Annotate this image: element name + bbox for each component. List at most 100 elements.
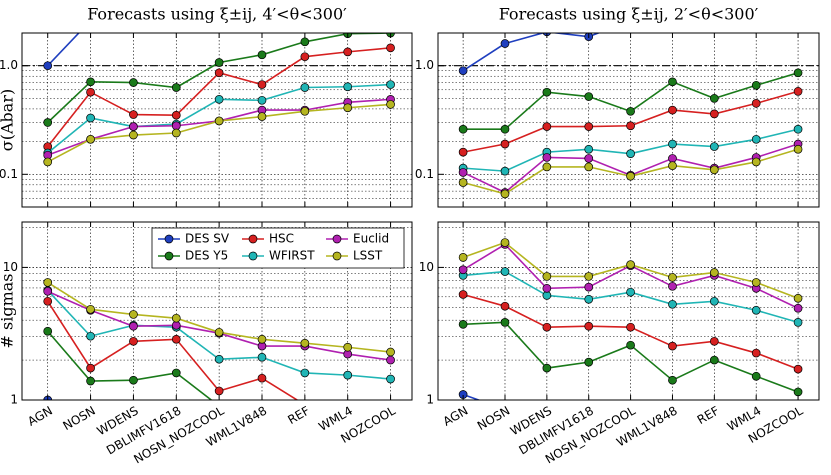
panel-title: Forecasts using ξ±ij, 2′<θ<300′: [499, 5, 759, 24]
point: [584, 321, 594, 331]
point: [171, 334, 181, 344]
point: [584, 282, 594, 292]
point: [542, 272, 552, 281]
point: [257, 80, 267, 89]
point: [300, 83, 310, 92]
point: [793, 68, 803, 78]
point: [386, 80, 395, 89]
point: [668, 154, 677, 163]
legend-marker: [248, 251, 258, 261]
point: [751, 278, 761, 287]
point: [584, 144, 594, 154]
point: [584, 294, 594, 304]
point: [668, 341, 677, 351]
point: [793, 318, 803, 327]
point: [43, 326, 53, 336]
point: [458, 253, 468, 262]
point: [751, 305, 761, 315]
point: [171, 313, 181, 323]
point: [709, 296, 719, 306]
y-tick-label: 10: [3, 260, 18, 274]
point: [129, 122, 138, 131]
point: [43, 157, 53, 167]
point: [709, 94, 719, 103]
point: [793, 364, 803, 374]
point: [751, 348, 761, 358]
point: [214, 327, 224, 337]
point: [751, 99, 761, 108]
point: [257, 50, 267, 60]
point: [214, 354, 224, 364]
point: [129, 110, 138, 119]
point: [668, 77, 677, 87]
point: [214, 94, 224, 104]
point: [43, 278, 53, 287]
y-tick-label: 10: [419, 260, 434, 274]
point: [751, 80, 761, 90]
axes-frame: [21, 32, 413, 208]
point: [86, 87, 95, 97]
y-tick-label: 0.1: [415, 167, 434, 181]
point: [300, 106, 310, 116]
point: [86, 376, 95, 386]
point: [626, 149, 635, 158]
point: [458, 290, 468, 299]
legend-marker: [164, 234, 174, 244]
point: [584, 272, 594, 281]
point: [86, 331, 95, 341]
point: [709, 165, 719, 175]
legend-label: WFIRST: [269, 249, 315, 263]
point: [709, 142, 719, 151]
legend-label: LSST: [353, 249, 383, 263]
point: [500, 318, 510, 327]
point: [300, 37, 310, 47]
legend-box: [151, 227, 405, 269]
point: [129, 78, 138, 87]
point: [500, 267, 510, 276]
point: [584, 357, 594, 367]
point: [386, 100, 395, 109]
point: [171, 368, 181, 378]
point: [386, 355, 395, 365]
point: [584, 154, 594, 163]
legend-marker: [332, 251, 342, 261]
point: [584, 162, 594, 172]
point: [626, 322, 635, 332]
series-line: [462, 33, 601, 72]
point: [343, 82, 353, 92]
point: [542, 153, 552, 162]
point: [458, 265, 468, 275]
point: [171, 110, 181, 120]
axes-frame: [437, 221, 820, 401]
point: [43, 286, 53, 296]
legend-label: DES Y5: [185, 249, 228, 263]
y-tick-label: 1.0: [0, 58, 18, 72]
y-axis-label: σ(Abar): [0, 89, 17, 151]
point: [343, 370, 353, 380]
point: [793, 144, 803, 154]
point: [626, 260, 635, 269]
plot-area: [438, 222, 819, 400]
point: [171, 121, 181, 131]
point: [86, 304, 95, 314]
point: [214, 58, 224, 67]
point: [171, 83, 181, 92]
point: [793, 303, 803, 313]
point: [751, 371, 761, 381]
point: [300, 338, 310, 348]
y-axis-label: # sigmas: [0, 274, 17, 349]
plot-area: [22, 222, 412, 400]
point: [300, 368, 310, 378]
point: [542, 284, 552, 293]
point: [129, 310, 138, 319]
point: [129, 375, 138, 385]
point: [171, 128, 181, 138]
legend-marker: [248, 234, 258, 244]
point: [458, 124, 468, 134]
point: [668, 139, 677, 149]
point: [257, 373, 267, 383]
point: [500, 139, 510, 149]
plot-area: [438, 33, 819, 207]
panel-title: Forecasts using ξ±ij, 4′<θ<300′: [87, 5, 347, 24]
point: [542, 322, 552, 332]
